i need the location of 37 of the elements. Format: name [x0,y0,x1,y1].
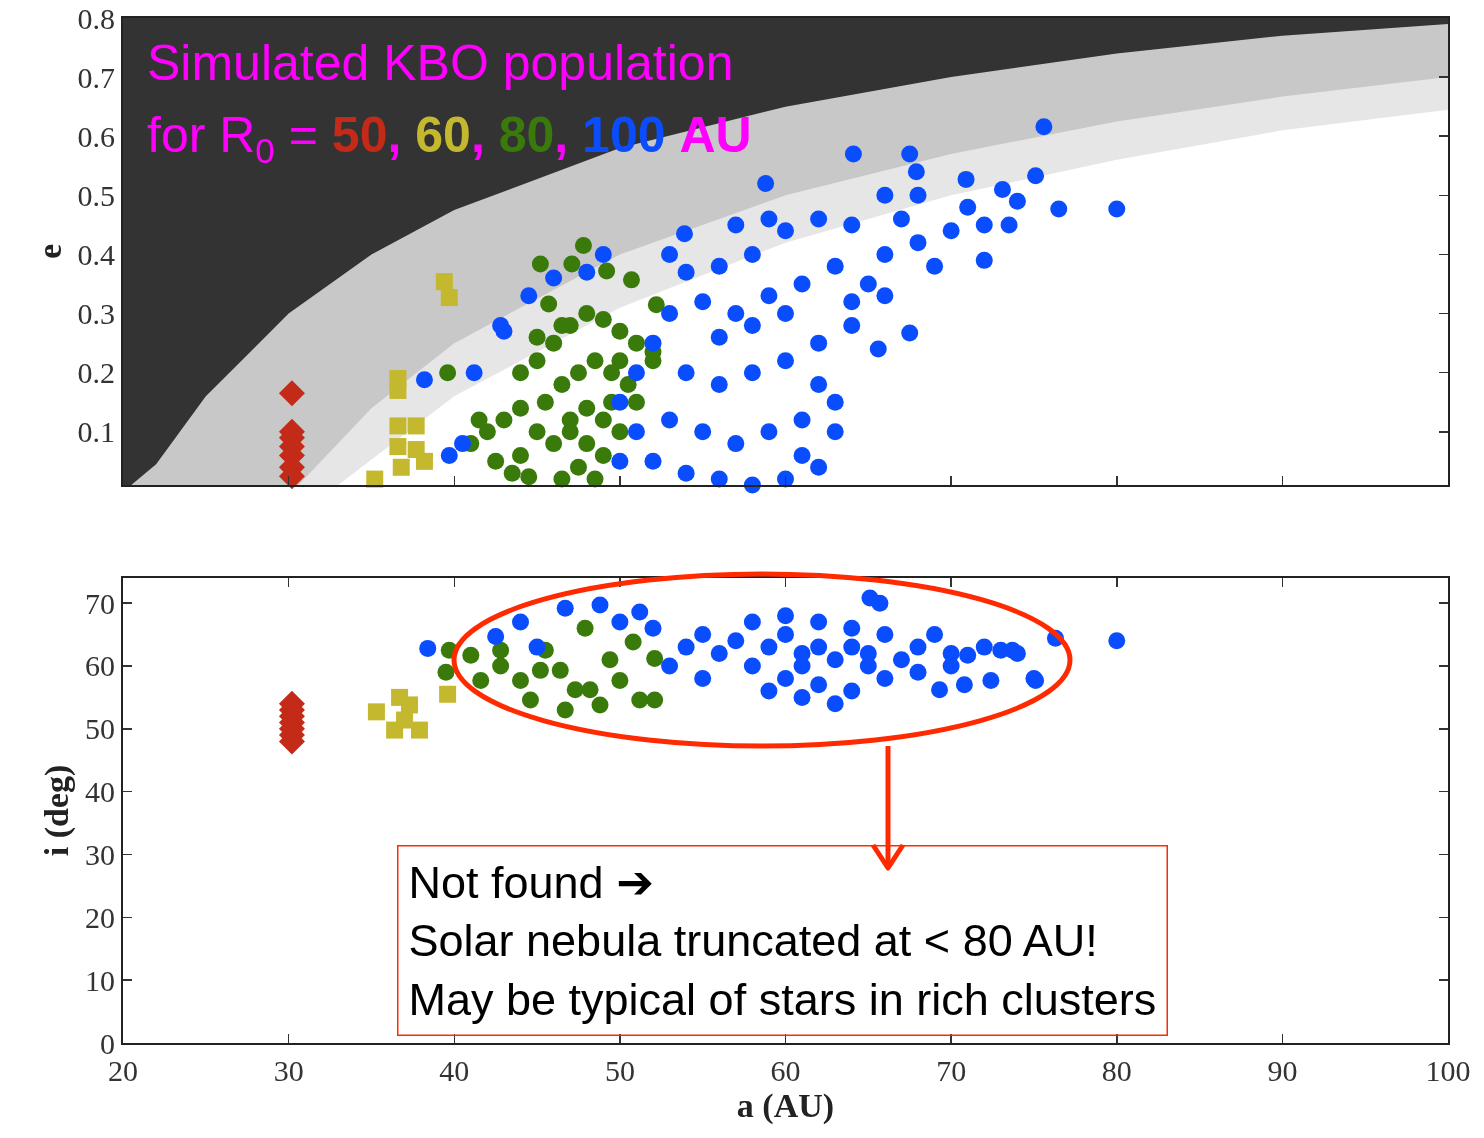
y-tick-label: 50 [85,712,115,746]
y-tick-label: 60 [85,649,115,683]
y-tick-label: 0.3 [77,297,115,331]
annotation: Not found ➔ Solar nebula truncated at < 80 AU! May be typical of stars in rich clusters [408,856,1157,1025]
series-label: 80 [498,107,555,163]
y-tick-label: 0.7 [77,60,115,94]
y-tick-label: 40 [85,775,115,809]
y-tick-label: 20 [85,900,115,934]
x-tick-label: 40 [439,1054,470,1087]
text: 50 [331,107,388,163]
y-tick-label: 0.2 [77,356,115,390]
x-tick-label: 60 [770,1054,801,1087]
annotation: AU [679,107,752,163]
y-tick-label: 0.6 [77,119,115,153]
y-axis-title: i (deg) [38,764,77,857]
chart-title: Simulated KBO population [147,35,734,91]
x-tick-label: 100 [1425,1054,1471,1087]
y-tick-label: 0.5 [77,178,115,212]
y-tick-label: 30 [85,837,115,871]
y-tick-label: 10 [85,963,115,997]
x-tick-label: 50 [604,1054,635,1087]
x-tick-label: 90 [1267,1054,1298,1087]
x-tick-label: 30 [273,1054,304,1087]
x-axis-title: a (AU) [736,1087,835,1125]
y-tick-label: 0.1 [77,415,115,449]
x-tick-label: 70 [936,1054,967,1087]
y-axis-title: e [30,243,68,260]
text: for R$_{0}$ = [147,107,318,170]
x-tick-label: 80 [1101,1054,1132,1087]
y-tick-label: 0.8 [77,1,115,35]
y-tick-label: 0.4 [77,237,115,271]
text: 60 [415,107,471,163]
series-label: 100 [582,107,666,163]
annotation: , [387,107,416,163]
y-tick-label: 70 [85,586,115,620]
text: , [554,107,569,163]
text: , [470,107,485,163]
